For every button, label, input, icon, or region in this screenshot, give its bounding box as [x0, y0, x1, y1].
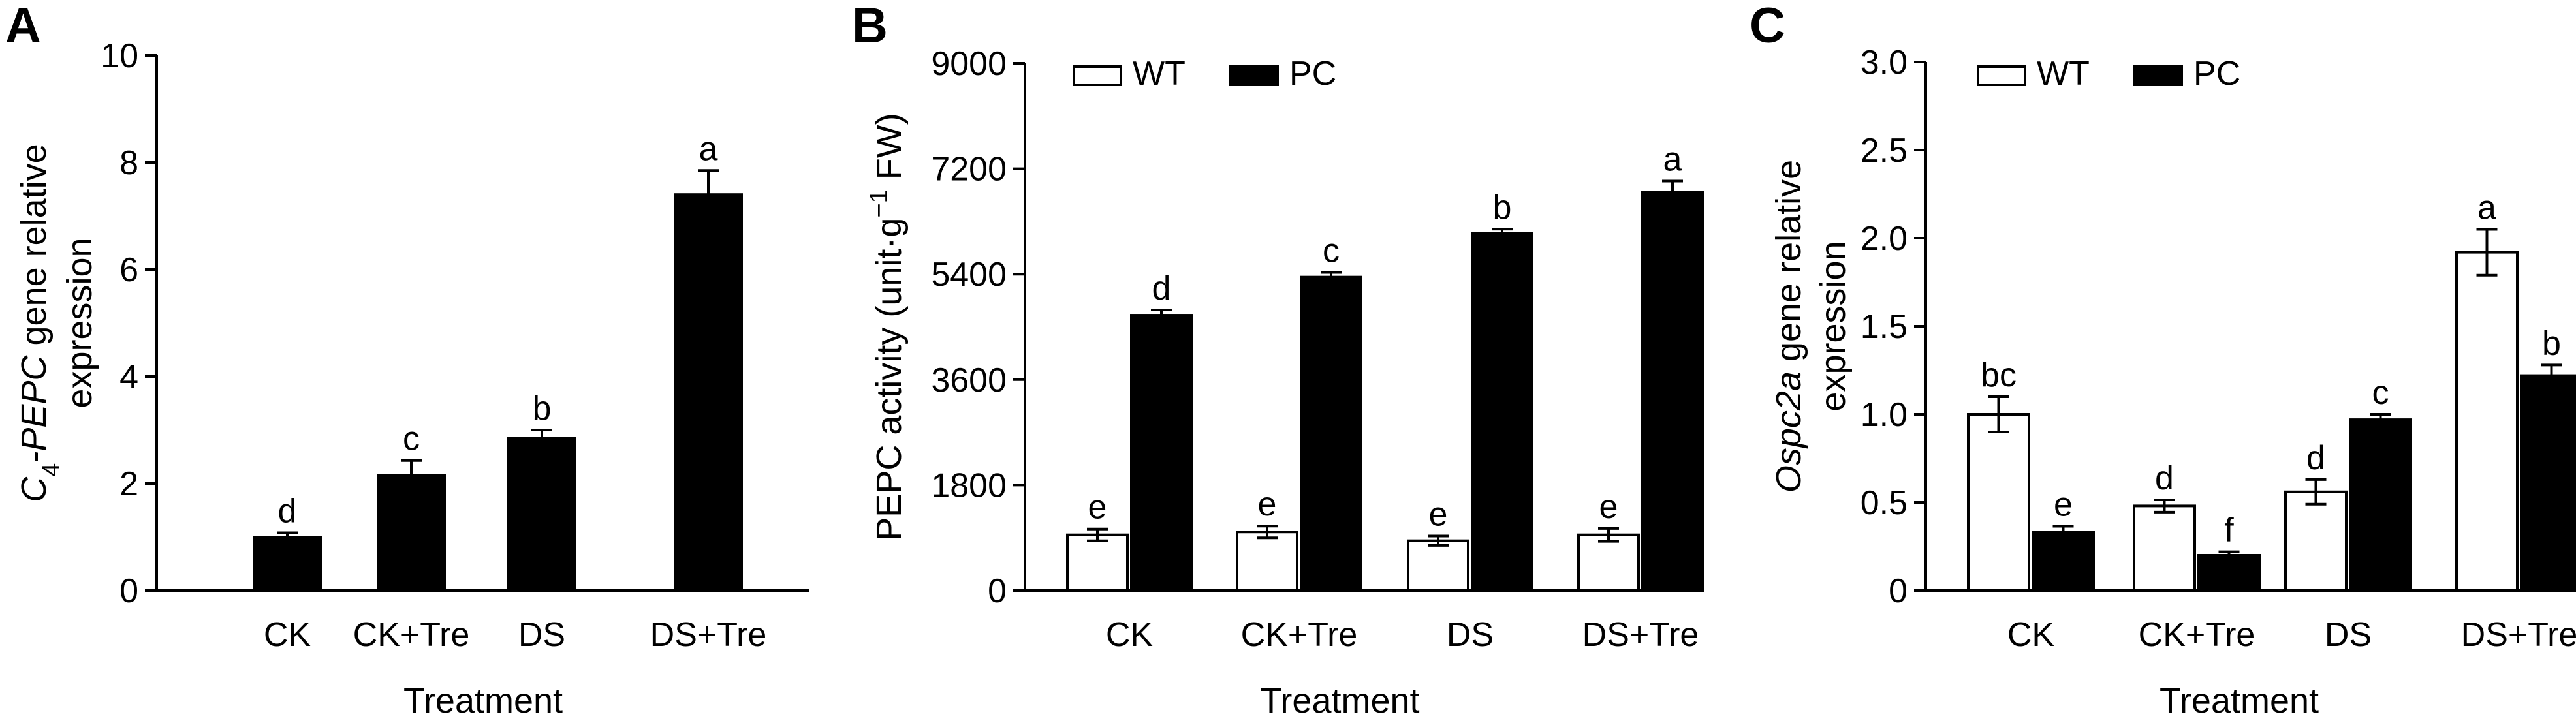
y-tick-label: 4 — [119, 358, 138, 396]
y-tick-label: 0 — [119, 572, 138, 610]
legend-label: WT — [2037, 55, 2090, 93]
legend-swatch — [2133, 65, 2183, 86]
bar — [2455, 251, 2519, 592]
y-tick-label: 5400 — [931, 256, 1007, 294]
legend-swatch — [1073, 65, 1122, 86]
panel-letter: A — [5, 0, 41, 54]
y-tick-label: 8 — [119, 144, 138, 182]
significance-letter: bc — [1981, 356, 2017, 394]
x-axis-title: Treatment — [1260, 681, 1419, 720]
x-tick-label: DS+Tre — [2461, 616, 2576, 654]
y-axis-title: C4-PEPC gene relative — [14, 144, 65, 502]
x-tick-label: DS+Tre — [650, 616, 767, 654]
significance-letter: d — [2306, 439, 2325, 477]
x-tick-label: DS — [1447, 616, 1494, 654]
significance-letter: c — [403, 420, 420, 458]
significance-letter: d — [1152, 269, 1171, 307]
x-tick-label: DS — [2325, 616, 2372, 654]
y-tick-label: 3600 — [931, 361, 1007, 399]
bar — [377, 474, 446, 592]
bar — [507, 437, 576, 592]
significance-letter: c — [1323, 232, 1340, 270]
significance-letter: e — [1258, 485, 1277, 523]
x-tick-label: DS+Tre — [1582, 616, 1699, 654]
x-tick-label: DS — [518, 616, 565, 654]
significance-letter: b — [533, 390, 552, 427]
x-tick-label: CK — [1106, 616, 1154, 654]
x-axis-title: Treatment — [2160, 681, 2319, 720]
panel-c: C 0 0.5 1.0 1.5 2.0 2.5 3.0 Ospc2a gene relative… — [1750, 0, 2576, 720]
significance-letter: f — [2224, 512, 2234, 549]
bar — [674, 193, 743, 592]
y-tick-label: 10 — [101, 37, 138, 75]
legend-label: PC — [1289, 55, 1336, 93]
y-axis-title-line2: expression — [60, 238, 99, 408]
significance-letter: d — [2155, 459, 2174, 497]
significance-letter: a — [2477, 189, 2496, 227]
y-tick-label: 1.0 — [1861, 396, 1908, 434]
bar — [2133, 504, 2196, 592]
legend-swatch — [1977, 65, 2026, 86]
y-tick-label: 1.5 — [1861, 308, 1908, 346]
bar — [2284, 490, 2348, 592]
significance-letter: e — [1088, 489, 1107, 527]
y-tick-label: 6 — [119, 251, 138, 289]
panel-letter: B — [852, 0, 888, 54]
y-tick-label: 2 — [119, 465, 138, 503]
significance-letter: a — [699, 130, 718, 168]
bar — [1967, 413, 2030, 592]
significance-letter: e — [1599, 488, 1618, 526]
y-tick-label: 0 — [988, 572, 1007, 610]
bar — [2032, 531, 2095, 592]
bar — [1407, 539, 1469, 592]
bar — [1641, 191, 1704, 592]
significance-letter: c — [2372, 374, 2389, 412]
panel-a: A 0 2 4 6 8 10 C4-PEPC gene relative expression C… — [5, 0, 809, 720]
legend-label: PC — [2193, 55, 2240, 93]
bar — [1577, 533, 1640, 592]
x-axis-title: Treatment — [403, 681, 563, 720]
significance-letter: b — [1493, 189, 1512, 226]
bar — [1300, 275, 1362, 592]
significance-letter: a — [1663, 140, 1682, 178]
y-axis-title-line2: expression — [1814, 241, 1853, 411]
bar — [1471, 232, 1533, 592]
y-tick-label: 9000 — [931, 45, 1007, 83]
y-axis-title: Ospc2a gene relative — [1769, 160, 1808, 493]
significance-letter: e — [2054, 485, 2073, 523]
bar — [2520, 374, 2576, 592]
y-tick-label: 1800 — [931, 467, 1007, 504]
bar — [1066, 533, 1129, 592]
y-tick-label: 0.5 — [1861, 484, 1908, 522]
panel-letter: C — [1750, 0, 1785, 54]
y-tick-label: 0 — [1889, 572, 1908, 610]
x-tick-label: CK+Tre — [2139, 616, 2255, 654]
bar — [2197, 554, 2261, 592]
x-tick-label: CK+Tre — [1241, 616, 1358, 654]
panel-b: B 0 1800 3600 5400 7200 9000 PEPC activity (uni… — [852, 0, 1704, 720]
bar — [253, 536, 322, 592]
y-axis-title: PEPC activity (unit·g−1 FW) — [866, 113, 909, 540]
y-tick-label: 2.5 — [1861, 132, 1908, 170]
x-tick-label: CK — [2007, 616, 2055, 654]
y-tick-label: 7200 — [931, 151, 1007, 189]
significance-letter: e — [1429, 496, 1448, 534]
y-tick-label: 2.0 — [1861, 220, 1908, 258]
x-tick-label: CK — [264, 616, 311, 654]
bar — [1236, 531, 1298, 592]
bar — [1130, 314, 1193, 592]
x-tick-label: CK+Tre — [353, 616, 470, 654]
significance-letter: d — [278, 492, 297, 530]
significance-letter: b — [2542, 324, 2561, 362]
y-tick-label: 3.0 — [1861, 44, 1908, 82]
legend-label: WT — [1133, 55, 1186, 93]
bar — [2349, 418, 2412, 592]
legend-swatch — [1229, 65, 1279, 86]
